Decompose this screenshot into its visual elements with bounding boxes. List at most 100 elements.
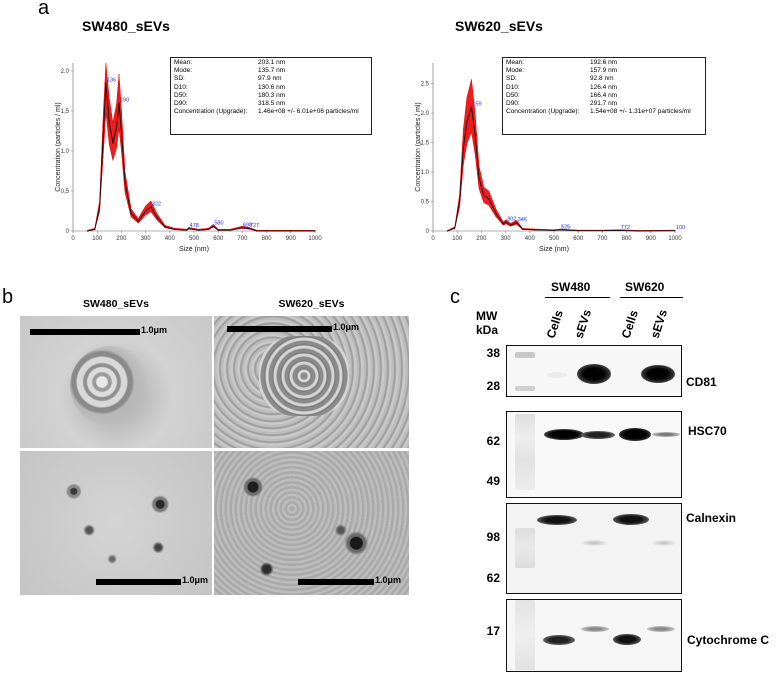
peak-label: 302 [507,217,516,223]
nta-chart-sw620: 0 100 200 300 400 500 600 700 800 900 1000 0 0.5 1.0 1… [415,63,685,253]
ladder-marker [515,414,535,490]
band-sw620-sevs [652,540,676,546]
x-tick-label: 100 [452,236,463,242]
tem-image-sw480-bottom: 1.0μm [20,451,212,595]
x-tick-label: 300 [141,236,152,242]
data-point [217,229,219,231]
band-sw480-cells [537,515,577,525]
stat-key: D90: [174,100,188,108]
tem-image-sw480-top: 1.0μm [20,316,212,448]
data-point [120,130,122,132]
data-point [174,228,176,230]
stat-value: 130.6 nm [258,83,286,91]
y-tick-label: 2.5 [421,82,430,88]
x-tick-label: 400 [525,236,536,242]
protein-label-hsc70: HSC70 [688,424,727,438]
peak-label: 1000 [676,225,685,231]
y-tick-label: 1.5 [61,109,70,115]
mw-label: 62 [486,434,500,448]
mean-line [447,107,676,232]
stat-value: 180.3 nm [258,91,286,99]
group-label-sw620: SW620 [625,280,665,294]
band-sw620-cells [619,428,651,441]
scale-bar [96,579,181,585]
data-point [248,228,250,230]
data-point [130,212,132,214]
data-point [534,229,536,231]
y-tick-label: 2.0 [61,69,70,75]
lane-label-sw480-cells: Cells [543,308,566,340]
stat-row: Mean: 203.1 nm [174,59,368,67]
band-sw620-sevs [652,432,680,437]
stat-row: D10: 126.4 nm [506,84,702,92]
data-point [186,229,188,231]
data-point [99,206,101,208]
panel-label-c: c [450,286,460,308]
protein-label-cd81: CD81 [686,375,717,389]
data-point [601,230,603,232]
group-underline-sw620 [620,297,683,298]
data-point [509,224,512,226]
group-underline-sw480 [545,297,610,298]
stat-value: 1.46e+08 +/- 6.01e+06 particles/ml [258,108,359,116]
mw-label: 28 [486,379,500,393]
tem-title-sw480: SW480_sEVs [83,298,149,310]
peak-label: 580 [214,221,223,227]
data-point [86,230,89,232]
stat-row: SD: 97.9 nm [174,75,368,83]
peak-label: 772 [621,225,630,231]
lane-label-sw480-sevs: sEVs [571,307,595,340]
data-point [112,142,114,144]
ladder-marker [515,386,535,391]
ladder-marker [515,352,535,358]
data-point [502,223,504,225]
data-point [488,197,490,200]
mw-label: 38 [486,346,500,360]
panel-label-a: a [38,0,50,19]
scale-bar-label: 1.0μm [141,325,168,335]
band-sw480-cells [547,372,567,378]
data-point [459,200,461,203]
stat-row: D90: 318.5 nm [174,100,368,108]
x-tick-label: 200 [476,236,487,242]
x-tick-label: 600 [573,236,584,242]
y-tick-label: 1.5 [421,141,430,147]
stat-row: Concentration (Upgrade): 1.54e+08 +/- 1.3… [506,108,702,116]
group-label-sw480: SW480 [551,280,591,294]
nta-stats-box-sw620: Mean: 192.6 nm Mode: 157.9 nm SD: 92.8 nm D… [502,57,706,135]
stat-row: D50: 166.4 nm [506,92,702,100]
blot-cytochrome-c [506,599,682,672]
y-tick-label: 1.0 [61,149,70,155]
stat-value: 1.54e+08 +/- 1.31e+07 particles/ml [590,108,691,116]
stat-value: 97.9 nm [258,75,282,83]
data-point [674,230,676,232]
data-point [521,228,524,230]
y-tick-label: 1.0 [421,170,430,176]
peak-label: 159 [472,102,481,108]
stat-row: Mode: 157.9 nm [506,67,702,75]
scale-bar [227,326,332,332]
data-point [115,126,118,128]
data-point [105,82,107,84]
mw-label: 98 [486,530,500,544]
x-tick-label: 300 [501,236,512,242]
y-axis-label: Concentration (particles / ml) [415,102,422,191]
y-tick-label: 0 [426,229,430,235]
data-point [155,216,158,218]
data-point [124,182,126,184]
x-tick-label: 700 [597,236,608,242]
x-tick-label: 800 [622,236,633,242]
ladder-marker [515,528,535,568]
data-point [454,227,456,229]
x-tick-label: 1000 [668,236,682,242]
scale-bar [30,329,140,335]
stat-value: 166.4 nm [590,91,618,99]
x-tick-label: 100 [92,236,103,242]
blot-hsc70 [506,411,682,498]
stat-row: D90: 291.7 nm [506,100,702,108]
data-point [462,147,464,150]
lane-label-sw620-sevs: sEVs [647,307,671,340]
y-tick-label: 2.0 [421,111,430,117]
data-point [108,122,110,124]
data-point [188,228,190,230]
